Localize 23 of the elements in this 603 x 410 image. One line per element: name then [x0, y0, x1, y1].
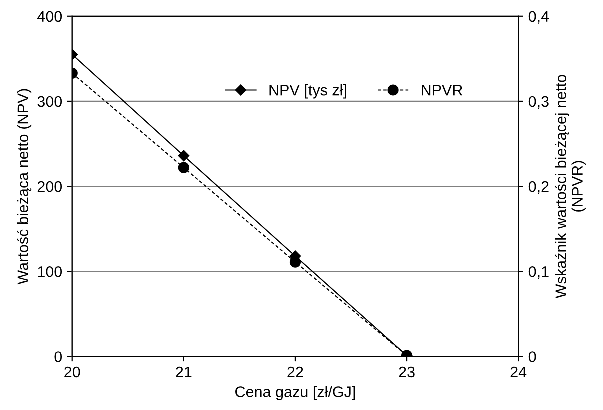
y2-tick-label: 0 — [528, 352, 536, 362]
point — [178, 162, 190, 174]
y-tick-label: 200 — [38, 181, 62, 192]
x-tick-label: 24 — [510, 366, 527, 378]
y2-tick-label: 0,2 — [528, 181, 549, 194]
x-tick-label: 22 — [288, 366, 304, 378]
y2-tick-label: 0,3 — [528, 96, 549, 109]
x-tick-label: 21 — [176, 366, 192, 378]
point — [178, 150, 190, 162]
y2-tick-label: 0,4 — [528, 11, 550, 24]
y2-axis-title: Wskaźnik wartości bieżącej netto (NPVR) — [555, 75, 586, 299]
legend-label: NPV [tys zł] — [270, 84, 346, 99]
y-tick-label: 400 — [38, 11, 62, 22]
x-axis-title: Cena gazu [zł/GJ] — [236, 386, 356, 400]
y2-tick-label: 0,1 — [528, 266, 549, 280]
y-tick-label: 300 — [38, 96, 62, 108]
x-tick-label: 20 — [64, 366, 80, 378]
legend-label: NPVR — [422, 85, 463, 96]
y-tick-label: 100 — [38, 266, 62, 278]
x-tick-label: 23 — [399, 366, 415, 378]
y-tick-label: 0 — [54, 352, 62, 362]
y-axis-title: Wartość bieżąca netto (NPV) — [17, 89, 32, 285]
point — [290, 256, 302, 268]
